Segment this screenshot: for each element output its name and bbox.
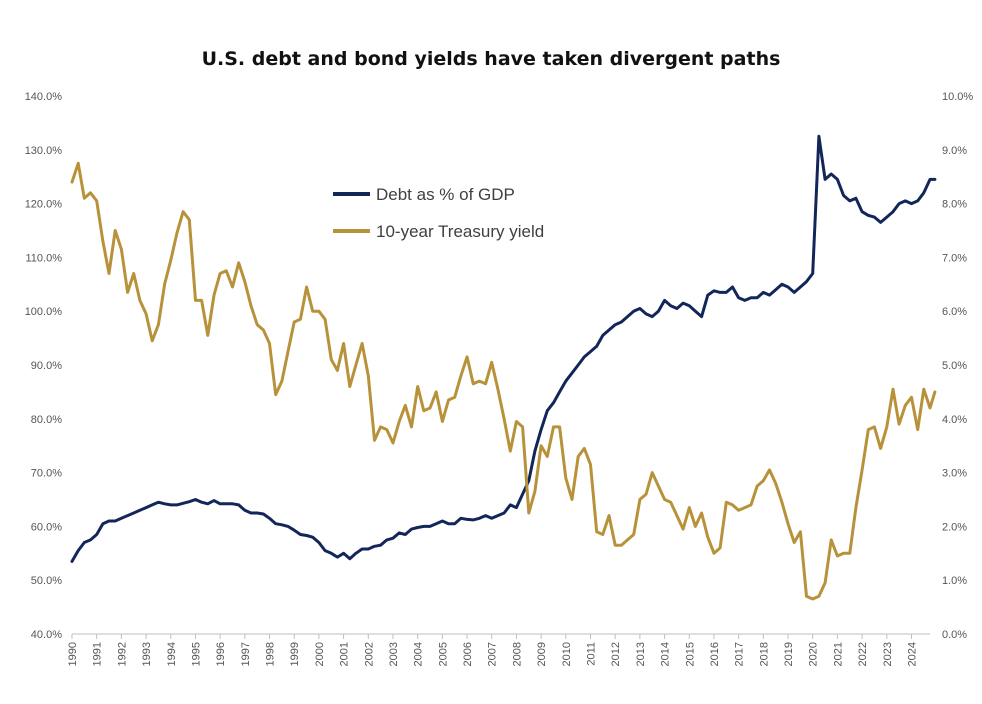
x-tick-label: 2000 <box>314 642 326 666</box>
left-tick-label: 140.0% <box>25 91 63 103</box>
x-tick-label: 1990 <box>67 642 79 666</box>
legend-label: Debt as % of GDP <box>376 185 515 204</box>
x-tick-label: 2014 <box>660 642 672 666</box>
x-tick-label: 2012 <box>610 642 622 666</box>
x-tick-label: 1992 <box>116 642 128 666</box>
series-line-debt <box>70 134 937 563</box>
x-tick-label: 1996 <box>215 642 227 666</box>
left-tick-label: 90.0% <box>31 360 62 372</box>
x-tick-label: 2001 <box>339 642 351 666</box>
x-tick-label: 2010 <box>561 642 573 666</box>
x-tick-label: 1991 <box>92 642 104 666</box>
x-tick-label: 1999 <box>289 642 301 666</box>
left-tick-label: 80.0% <box>31 414 62 426</box>
chart-title: U.S. debt and bond yields have taken div… <box>201 48 781 70</box>
left-tick-label: 110.0% <box>26 252 63 264</box>
x-tick-label: 2020 <box>808 642 820 666</box>
right-tick-label: 5.0% <box>942 360 967 372</box>
x-tick-label: 2019 <box>783 642 795 666</box>
x-tick-label: 2018 <box>758 642 770 666</box>
x-tick-label: 2022 <box>857 642 869 666</box>
left-tick-label: 60.0% <box>31 521 62 533</box>
series-layer <box>70 134 937 601</box>
x-tick-label: 2004 <box>413 642 425 666</box>
left-tick-label: 50.0% <box>31 575 62 587</box>
left-tick-label: 70.0% <box>31 468 62 480</box>
right-tick-label: 3.0% <box>942 468 967 480</box>
x-tick-label: 2011 <box>586 642 598 666</box>
right-tick-label: 8.0% <box>942 199 967 211</box>
x-tick-label: 2023 <box>882 642 894 666</box>
right-tick-label: 2.0% <box>942 521 967 533</box>
series-line-treasury-yield <box>70 161 937 601</box>
x-tick-label: 2006 <box>462 642 474 666</box>
legend-label: 10-year Treasury yield <box>376 222 544 241</box>
right-tick-label: 0.0% <box>942 629 967 641</box>
x-tick-label: 2015 <box>684 642 696 666</box>
x-tick-label: 2013 <box>635 642 647 666</box>
right-tick-label: 9.0% <box>942 145 967 157</box>
x-tick-label: 1995 <box>190 642 202 666</box>
left-tick-label: 120.0% <box>25 199 63 211</box>
right-tick-label: 4.0% <box>942 414 967 426</box>
x-tick-label: 1998 <box>265 642 277 666</box>
x-tick-label: 2009 <box>536 642 548 666</box>
right-tick-label: 1.0% <box>942 575 967 587</box>
x-tick-label: 1994 <box>166 642 178 666</box>
right-tick-label: 6.0% <box>942 306 967 318</box>
x-tick-label: 2008 <box>511 642 523 666</box>
left-tick-label: 100.0% <box>25 306 63 318</box>
x-axis-ticks: 1990 1991 1992 1993 1994 1995 1996 1997 1998 1999… <box>67 634 918 666</box>
x-tick-label: 2005 <box>437 642 449 666</box>
x-tick-label: 1993 <box>141 642 153 666</box>
x-tick-label: 2002 <box>363 642 375 666</box>
x-tick-label: 2024 <box>906 642 918 666</box>
x-tick-label: 2003 <box>388 642 400 666</box>
left-tick-label: 40.0% <box>31 629 62 641</box>
right-axis-ticks: 0.0% 1.0% 2.0% 3.0% 4.0% 5.0% 6.0% 7.0% 8.0% 9.0%… <box>942 91 973 641</box>
x-tick-label: 1997 <box>240 642 252 666</box>
left-tick-label: 130.0% <box>25 145 63 157</box>
x-tick-label: 2017 <box>734 642 746 666</box>
x-tick-label: 2021 <box>832 642 844 666</box>
x-tick-label: 2016 <box>709 642 721 666</box>
legend: Debt as % of GDP 10-year Treasury yield <box>333 185 544 241</box>
right-tick-label: 7.0% <box>942 252 967 264</box>
x-tick-label: 2007 <box>487 642 499 666</box>
right-tick-label: 10.0% <box>942 91 973 103</box>
left-axis-ticks: 40.0% 50.0% 60.0% 70.0% 80.0% 90.0% 100.0% 110.… <box>25 91 63 641</box>
